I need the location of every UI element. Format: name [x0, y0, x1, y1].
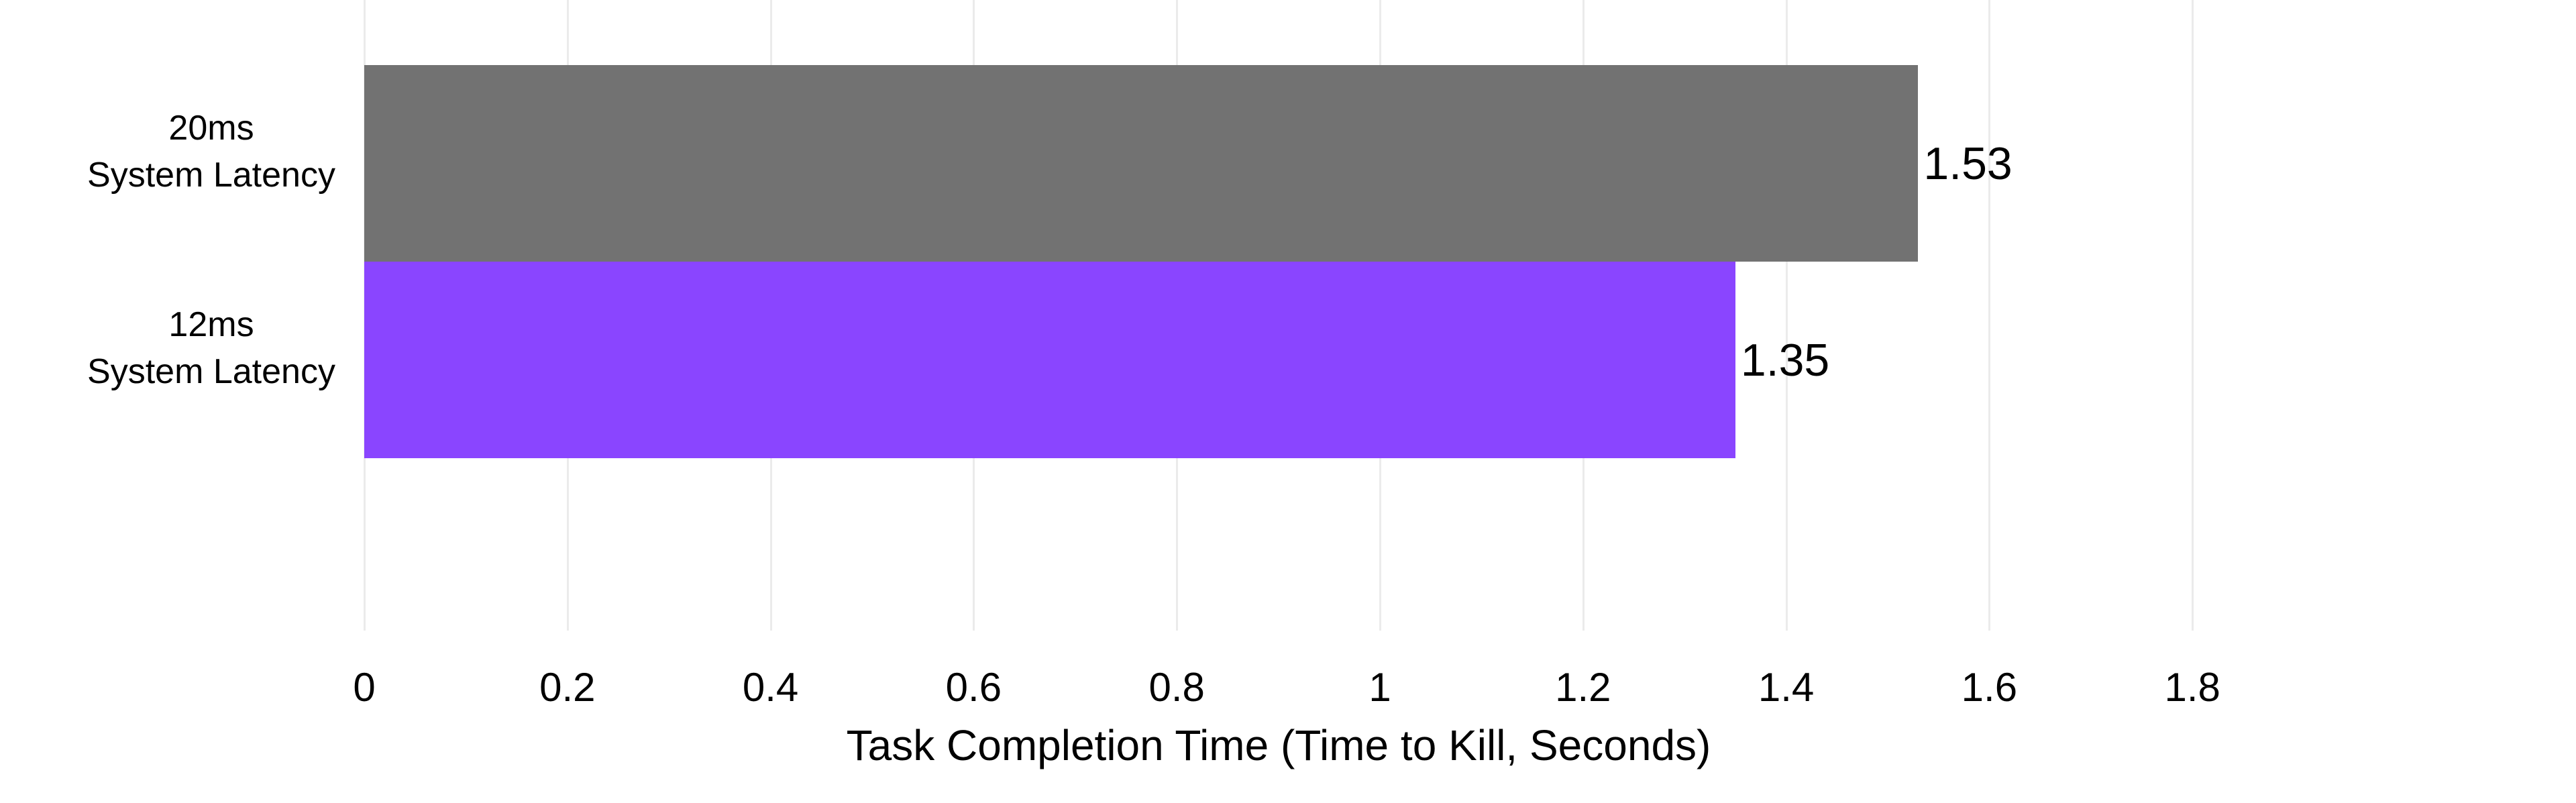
bar-value-label: 1.35 — [1740, 334, 1830, 386]
bar-12ms — [364, 262, 1735, 458]
bar-20ms — [364, 65, 1919, 262]
x-tick-label-1.8: 1.8 — [2164, 665, 2220, 710]
category-label-20ms: 20ms System Latency — [0, 53, 423, 250]
x-tick-label-1.4: 1.4 — [1758, 665, 1815, 710]
x-tick-label-1.2: 1.2 — [1555, 665, 1611, 710]
bar-value-label: 1.53 — [1923, 138, 2012, 189]
x-tick-label-0.4: 0.4 — [742, 665, 799, 710]
category-label-12ms: 12ms System Latency — [0, 250, 423, 446]
x-tick-label-1.6: 1.6 — [1961, 665, 2018, 710]
category-label-line: 12ms — [168, 305, 254, 344]
x-tick-label-0: 0 — [353, 665, 376, 710]
category-label-line: 20ms — [168, 108, 254, 148]
gridline-x-1.4 — [1785, 0, 1788, 631]
category-label-line: System Latency — [87, 352, 335, 391]
x-tick-label-0.6: 0.6 — [945, 665, 1002, 710]
x-tick-label-1: 1 — [1368, 665, 1391, 710]
gridline-x-1.6 — [1988, 0, 1991, 631]
category-label-line: System Latency — [87, 155, 335, 195]
x-tick-label-0.8: 0.8 — [1148, 665, 1205, 710]
gridline-x-1.8 — [2192, 0, 2194, 631]
x-axis-title: Task Completion Time (Time to Kill, Seco… — [846, 721, 1711, 769]
x-tick-label-0.2: 0.2 — [539, 665, 596, 710]
